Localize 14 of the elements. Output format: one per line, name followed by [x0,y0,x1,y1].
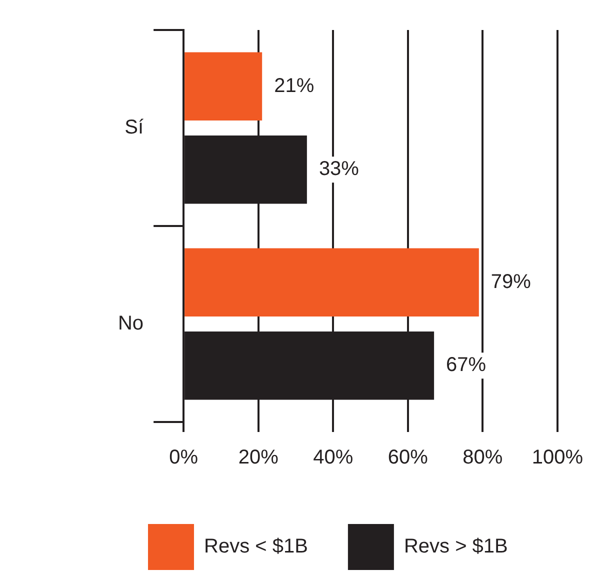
x-tick-label: 60% [388,446,428,469]
data-label: 33% [318,158,360,180]
y-tick-label: Sí [124,116,144,139]
x-tick-label: 80% [462,446,503,469]
x-tick-label: 40% [313,446,354,469]
x-tick-label: 100% [532,446,584,469]
legend-label: Revs > $1B [404,536,508,558]
legend-label: Revs < $1B [204,536,308,558]
x-tick-label: 0% [169,446,198,469]
y-tick-label: No [118,312,144,335]
x-tick-label: 20% [238,446,279,469]
data-label: 67% [446,354,486,376]
data-label: 79% [490,270,532,293]
data-label: 21% [274,74,314,97]
